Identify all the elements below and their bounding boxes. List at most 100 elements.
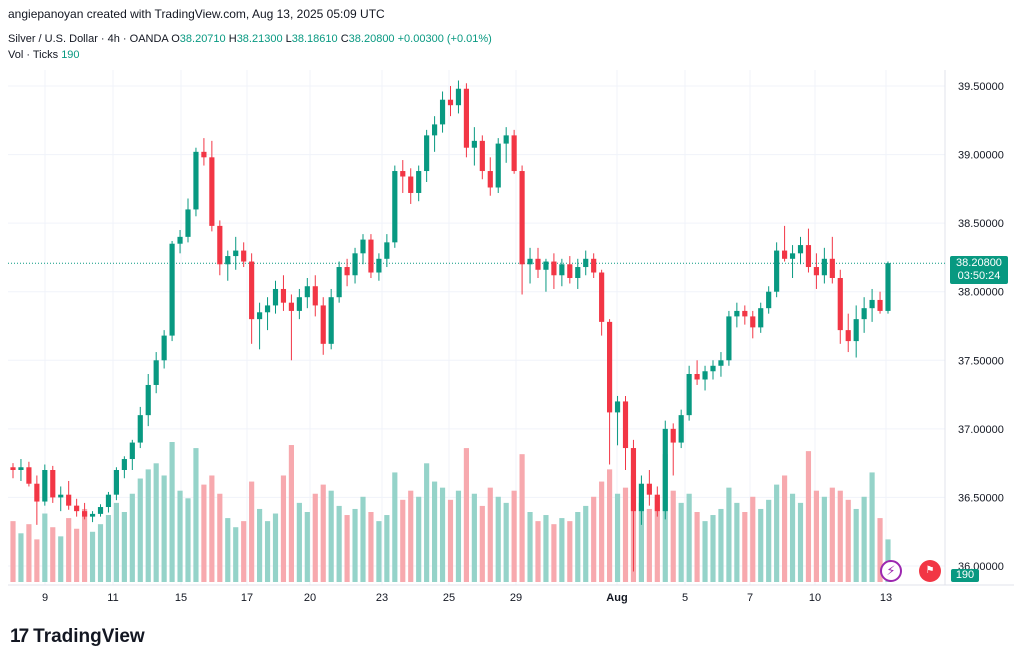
candle-body: [408, 176, 414, 193]
candle-body: [26, 467, 32, 484]
candle-body: [638, 483, 644, 512]
volume-bar: [137, 478, 143, 582]
volume-bar: [782, 475, 788, 582]
candle-body: [599, 272, 605, 322]
logo-text: TradingView: [33, 626, 145, 647]
x-tick-label: 25: [443, 592, 455, 604]
candle-body: [567, 264, 573, 278]
candle-body: [447, 99, 454, 106]
volume-bar: [82, 508, 88, 582]
volume-bar: [694, 512, 700, 582]
candle-body: [225, 256, 231, 265]
candle-body: [153, 360, 159, 385]
candle-body: [789, 253, 796, 259]
volume-bar: [527, 512, 533, 582]
candle-body: [161, 335, 167, 361]
volume-bar: [344, 515, 350, 582]
candle-body: [861, 308, 867, 320]
volume-bar: [479, 505, 485, 582]
volume-bar: [272, 513, 279, 582]
volume-bar: [201, 484, 207, 582]
candle-body: [344, 267, 350, 276]
candle-body: [439, 99, 446, 125]
volume-bar: [169, 442, 175, 582]
volume-bar: [686, 493, 692, 582]
volume-bar: [50, 527, 56, 582]
candle-body: [885, 263, 891, 311]
volume-bar: [583, 505, 589, 582]
candle-body: [424, 135, 430, 172]
high-label: H: [228, 33, 237, 45]
volume-bar: [543, 515, 549, 582]
volume-bar: [408, 490, 414, 582]
volume-bar: [34, 539, 40, 582]
candle-body: [320, 305, 326, 344]
candle-body: [630, 448, 637, 512]
volume-label[interactable]: Vol · Ticks: [8, 49, 59, 61]
candle-body: [74, 505, 80, 512]
candle-body: [82, 511, 88, 517]
volume-bar: [622, 487, 629, 582]
last-price-tag: 38.20800 03:50:24: [950, 256, 1008, 284]
flash-icon[interactable]: ⚡: [880, 560, 902, 582]
volume-bar: [813, 490, 819, 582]
volume-tag: 190: [951, 569, 979, 582]
candle-body: [272, 288, 279, 306]
last-price-value: 38.20800: [956, 257, 1002, 269]
volume-bar: [869, 472, 875, 582]
low-label: L: [285, 33, 292, 45]
candle-body: [829, 258, 835, 278]
candle-body: [352, 253, 358, 276]
candle-body: [487, 171, 493, 188]
candle-body: [416, 171, 422, 193]
us-flag-icon[interactable]: ⚑: [919, 560, 941, 582]
chart-credit: angiepanoyan created with TradingView.co…: [8, 7, 385, 21]
high-value: 38.21300: [236, 33, 283, 45]
volume-bar: [10, 521, 16, 582]
candle-body: [360, 239, 366, 254]
candle-body: [837, 278, 843, 331]
candle-body: [678, 415, 684, 443]
candle-body: [543, 261, 549, 270]
volume-bar: [678, 502, 684, 582]
candle-body: [217, 225, 223, 265]
volume-bar: [360, 496, 366, 582]
volume-bar: [805, 451, 812, 582]
candle-body: [233, 250, 239, 257]
volume-bar: [646, 508, 652, 582]
y-tick-label: 38.50000: [958, 218, 1004, 230]
candle-body: [710, 365, 716, 372]
candle-body: [336, 267, 342, 298]
volume-bar: [376, 521, 382, 582]
volume-bar: [511, 490, 517, 582]
volume-bar: [233, 527, 239, 582]
candle-body: [535, 258, 541, 270]
candle-body: [113, 470, 119, 495]
y-tick-label: 37.50000: [958, 355, 1004, 367]
candle-body: [392, 171, 398, 243]
volume-bar: [726, 487, 732, 582]
tradingview-logo[interactable]: 17 TradingView: [10, 626, 145, 648]
candle-body: [519, 171, 525, 265]
candle-body: [503, 135, 509, 144]
volume-bar: [766, 499, 772, 582]
volume-bar: [734, 502, 740, 582]
candle-body: [797, 245, 804, 254]
candle-body: [129, 442, 135, 460]
volume-bar: [877, 518, 883, 582]
candle-body: [559, 264, 565, 276]
volume-bar: [400, 499, 406, 582]
volume-bar: [750, 496, 756, 582]
symbol-name[interactable]: Silver / U.S. Dollar · 4h · OANDA: [8, 33, 169, 45]
candle-body: [686, 374, 692, 416]
volume-bar: [439, 487, 446, 582]
volume-bar: [121, 512, 127, 582]
x-tick-label: 5: [682, 592, 688, 604]
candle-body: [734, 310, 740, 317]
volume-bar: [368, 512, 374, 582]
candle-body: [328, 297, 334, 344]
candle-body: [758, 308, 764, 328]
candle-body: [185, 209, 191, 237]
volume-bar: [853, 508, 859, 582]
